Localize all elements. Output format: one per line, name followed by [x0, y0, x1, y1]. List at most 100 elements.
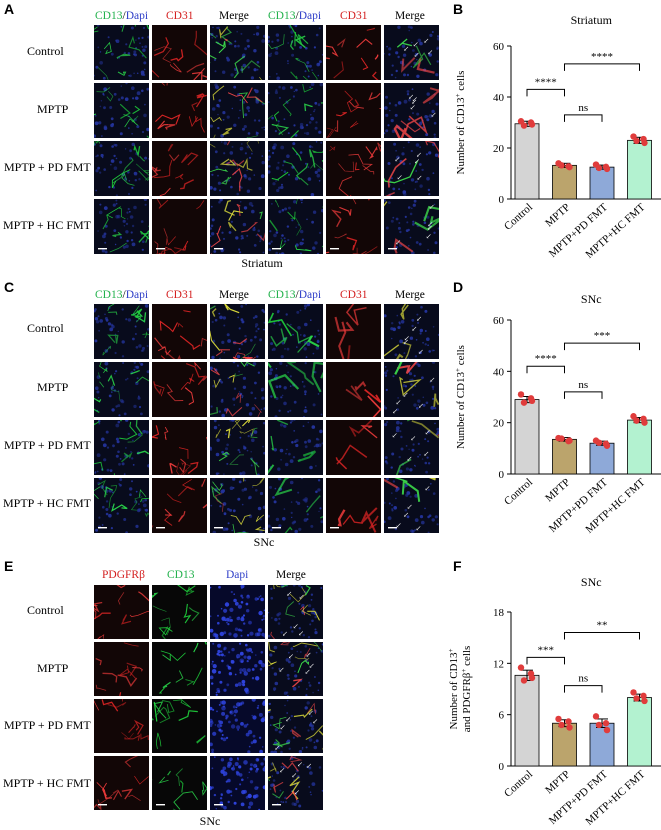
micrograph-tile: [326, 304, 381, 359]
micrograph-tile: [268, 83, 323, 138]
significance-label: ns: [578, 379, 588, 391]
svg-text:↙: ↙: [427, 49, 433, 57]
micrograph-tile: [210, 478, 265, 533]
panel-letter-f: F: [453, 558, 462, 574]
panel-c-row-label-hc-fmt: MPTP + HC FMT: [3, 496, 92, 510]
x-tick-label: MPTP: [543, 768, 572, 796]
panel-e-caption: SNc: [199, 814, 221, 828]
chart-title: SNc: [581, 575, 602, 589]
svg-text:↙: ↙: [298, 629, 304, 637]
micrograph-tile: ↙ ↙ ↙ ↙ ↙: [268, 756, 323, 810]
significance-label: ***: [538, 644, 555, 656]
svg-text:↙: ↙: [282, 630, 288, 638]
y-tick-label: 60: [493, 41, 505, 53]
svg-text:↙: ↙: [425, 429, 431, 437]
panel-letter-b: B: [453, 1, 464, 17]
data-point: [640, 135, 647, 143]
micrograph-tile: ↙ ↙ ↙ ↙ ↙: [384, 478, 439, 533]
svg-text:↙: ↙: [305, 668, 311, 676]
svg-text:↙: ↙: [312, 718, 318, 726]
y-tick-label: 40: [493, 92, 505, 104]
micrograph-tile: [210, 420, 265, 475]
y-tick-label: 20: [493, 143, 505, 155]
data-point: [527, 670, 535, 677]
panel-c-row-label-mptp: MPTP: [37, 380, 69, 394]
svg-text:↙: ↙: [309, 662, 315, 670]
bar-3: [589, 442, 615, 475]
panel-e-row-label-mptp: MPTP: [37, 661, 69, 675]
micrograph-tile: ↙ ↙ ↙ ↙ ↙: [268, 642, 323, 696]
micrograph-tile: [268, 304, 323, 359]
significance-bracket: [564, 391, 603, 399]
micrograph-tile: [152, 304, 207, 359]
panel-c-row-label-pd-fmt: MPTP + PD FMT: [4, 438, 91, 452]
data-point: [565, 163, 572, 170]
panel-a-header-2: CD31: [166, 10, 194, 22]
y-tick-label: 60: [493, 315, 505, 327]
svg-text:↙: ↙: [410, 103, 416, 111]
significance-label: **: [597, 620, 608, 632]
micrograph-tile: [94, 199, 149, 254]
svg-text:↙: ↙: [429, 203, 435, 211]
svg-text:↙: ↙: [306, 651, 312, 659]
svg-text:↙: ↙: [286, 590, 292, 598]
panel-c-caption: SNc: [253, 535, 275, 549]
micrograph-tile: [210, 585, 265, 639]
svg-text:↙: ↙: [285, 716, 291, 724]
micrograph-tile: [210, 699, 265, 753]
svg-text:↙: ↙: [418, 348, 424, 356]
significance-bracket: [564, 632, 640, 640]
svg-text:↙: ↙: [423, 37, 429, 45]
panel-a-header-1: CD13/Dapi: [95, 10, 149, 22]
data-point: [603, 726, 611, 734]
micrograph-tile: ↙ ↙ ↙ ↙ ↙: [384, 362, 439, 417]
micrograph-tile: [268, 362, 323, 417]
panel-e-header-3: Dapi: [226, 569, 249, 581]
data-point: [602, 163, 610, 171]
data-point: [592, 713, 600, 720]
significance-label: ****: [591, 51, 613, 63]
svg-text:↙: ↙: [308, 709, 314, 717]
y-axis-label: Number of CD13+ cells: [454, 71, 467, 175]
svg-text:↙: ↙: [288, 653, 294, 661]
svg-text:↙: ↙: [416, 315, 422, 323]
micrograph-tile: [152, 25, 207, 80]
micrograph-tile: [94, 699, 149, 753]
significance-bracket: [564, 685, 603, 693]
micrograph-tile: [326, 141, 381, 196]
panel-a-header-6: Merge: [395, 10, 425, 22]
svg-text:↙: ↙: [407, 455, 413, 463]
micrograph-tile: [94, 420, 149, 475]
significance-label: ****: [535, 76, 557, 88]
svg-text:↙: ↙: [403, 338, 409, 346]
panel-c-header-5: CD31: [340, 289, 368, 301]
panel-e-row-label-hc-fmt: MPTP + HC FMT: [3, 776, 92, 790]
y-axis-label-line-2: and PDGFRβ+ cells: [460, 646, 473, 733]
data-point: [527, 119, 535, 126]
data-point: [527, 395, 535, 402]
x-tick-label: MPTP: [543, 201, 572, 229]
significance-bracket: [526, 88, 565, 97]
significance-label: ns: [578, 102, 588, 114]
svg-text:↙: ↙: [407, 503, 413, 511]
x-tick-label: Control: [502, 476, 535, 507]
micrograph-tile: [94, 585, 149, 639]
micrograph-tile: ↙ ↙ ↙ ↙ ↙: [384, 25, 439, 80]
x-tick-label: Control: [502, 201, 535, 232]
x-tick-label: MPTP: [543, 476, 572, 504]
svg-text:↙: ↙: [423, 450, 429, 458]
micrograph-tile: ↙ ↙ ↙ ↙ ↙: [384, 141, 439, 196]
micrograph-tile: [326, 478, 381, 533]
data-point: [558, 162, 565, 169]
svg-text:↙: ↙: [392, 431, 398, 439]
data-point: [517, 391, 525, 398]
micrograph-tile: [210, 83, 265, 138]
svg-text:↙: ↙: [426, 232, 432, 240]
svg-text:↙: ↙: [412, 96, 418, 104]
data-point: [558, 435, 565, 442]
micrograph-tile: [326, 83, 381, 138]
panel-e-row-label-control: Control: [27, 603, 64, 617]
micrograph-tile: [210, 141, 265, 196]
significance-label: ns: [578, 673, 588, 685]
micrograph-tile: [210, 304, 265, 359]
